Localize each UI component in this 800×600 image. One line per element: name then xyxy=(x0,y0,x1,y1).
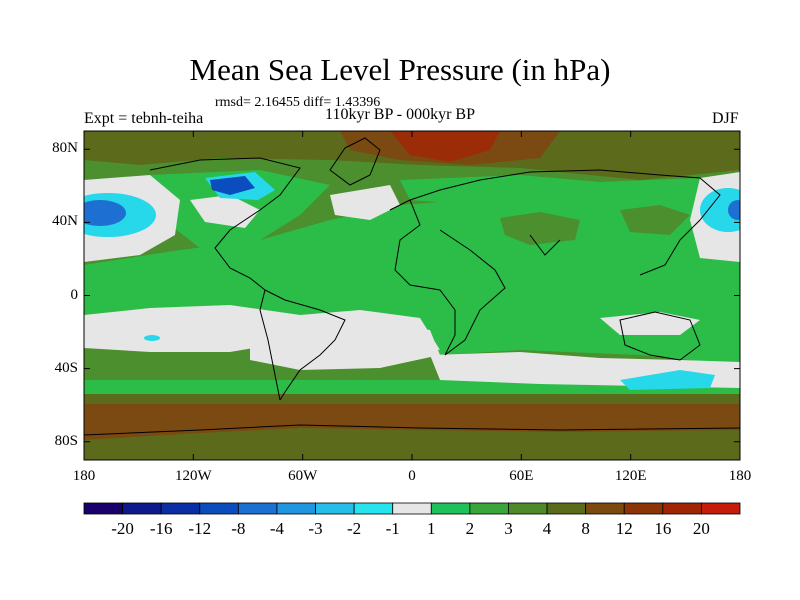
colorbar-swatch xyxy=(353,502,394,515)
colorbar-label: -3 xyxy=(308,519,323,538)
field-fill-wpacific-blue xyxy=(728,200,740,220)
field-fill-south-grey-west xyxy=(84,305,440,352)
colorbar-label: -20 xyxy=(111,519,134,538)
lon-tick-label: 180 xyxy=(72,468,96,484)
colorbar-swatch xyxy=(122,502,162,515)
lat-tick-label: 0 xyxy=(70,286,79,303)
coastline-greenland xyxy=(329,137,381,186)
field-fill-southern-cyan xyxy=(620,370,715,390)
field-fill-eastasia-olive xyxy=(620,205,690,235)
colorbar-swatch xyxy=(662,502,702,515)
field-fill-arctic-red xyxy=(390,131,500,162)
colorbar-swatch xyxy=(508,502,548,515)
colorbar-label: -16 xyxy=(149,519,173,538)
colorbar-swatch xyxy=(546,502,587,515)
colorbar-label: 1 xyxy=(427,519,436,538)
stats-line: rmsd= 2.16455 diff= 1.43396 xyxy=(215,95,381,110)
field-fill-natlantic-grey xyxy=(330,185,400,220)
colorbar-swatch xyxy=(160,502,201,515)
coastlines xyxy=(84,137,740,436)
colorbar-swatch xyxy=(276,502,316,515)
colorbar-label: -2 xyxy=(347,519,362,538)
field-fill-indian-grey xyxy=(600,312,700,335)
colorbar-label: 20 xyxy=(692,519,710,538)
map-field xyxy=(84,131,740,460)
field-fill-eurasia-green xyxy=(400,175,740,210)
coastline-africa-east xyxy=(439,229,506,356)
colorbar-label: -12 xyxy=(188,519,212,538)
coastline-south-america-west xyxy=(259,289,281,401)
lat-tick-label: 40S xyxy=(54,359,78,376)
colorbar-swatch xyxy=(469,502,509,515)
coastline-antarctica xyxy=(84,424,740,436)
colorbar xyxy=(83,502,741,515)
lon-tick-label: 120E xyxy=(614,468,647,484)
colorbar-label: -4 xyxy=(269,519,285,538)
lat-tick-label: 80S xyxy=(54,432,78,449)
season-label: DJF xyxy=(712,110,739,127)
field-fill-antarctica xyxy=(84,428,740,460)
colorbar-swatch xyxy=(701,502,741,515)
coastline-south-america-east xyxy=(264,289,346,401)
experiment-label: Expt = tebnh-teiha xyxy=(84,110,204,127)
colorbar-label: -1 xyxy=(385,519,400,538)
colorbar-swatch xyxy=(623,502,664,515)
colorbar-swatch xyxy=(392,502,432,515)
field-fill-satlantic-grey xyxy=(250,318,440,370)
field-fill-natlantic-grey-west xyxy=(190,195,260,228)
colorbar-label: 12 xyxy=(615,519,633,538)
period-label: 110kyr BP - 000kyr BP xyxy=(325,106,475,123)
field-fill-wpacific-cyan xyxy=(700,188,740,232)
colorbar-swatch xyxy=(237,502,278,515)
field-fill-npacific-blue xyxy=(84,200,126,226)
lon-tick-label: 180 xyxy=(728,468,752,484)
lat-tick-label: 40N xyxy=(52,213,78,230)
colorbar-swatch xyxy=(199,502,239,515)
coastline-india xyxy=(529,234,561,256)
coastline-australia xyxy=(619,311,701,361)
colorbar-label: -8 xyxy=(231,519,246,538)
lon-tick-label: 60E xyxy=(509,468,534,484)
colorbar-label: 2 xyxy=(465,519,475,538)
coastline-africa-west xyxy=(389,199,456,356)
colorbar-swatch xyxy=(315,502,355,515)
lon-tick-label: 60W xyxy=(288,468,318,484)
colorbar-swatch xyxy=(83,502,123,515)
lat-tick-label: 80N xyxy=(52,140,78,157)
field-fill-hudson-blue xyxy=(210,176,255,195)
colorbar-label: 4 xyxy=(542,519,552,538)
colorbar-label: 3 xyxy=(504,519,513,538)
colorbar-label: 16 xyxy=(654,519,672,538)
colorbar-swatch xyxy=(430,502,471,515)
coastline-north-america xyxy=(149,157,301,291)
colorbar-label: 8 xyxy=(581,519,590,538)
coastline-eurasia xyxy=(409,169,721,276)
lon-tick-label: 0 xyxy=(408,468,416,484)
chart-title: Mean Sea Level Pressure (in hPa) xyxy=(189,52,611,87)
colorbar-swatch xyxy=(585,502,625,515)
lon-tick-label: 120W xyxy=(174,468,212,484)
field-fill-asia-olive xyxy=(500,212,580,245)
field-fill-spacific-cyan xyxy=(144,335,160,341)
axis-ticks xyxy=(83,131,741,460)
